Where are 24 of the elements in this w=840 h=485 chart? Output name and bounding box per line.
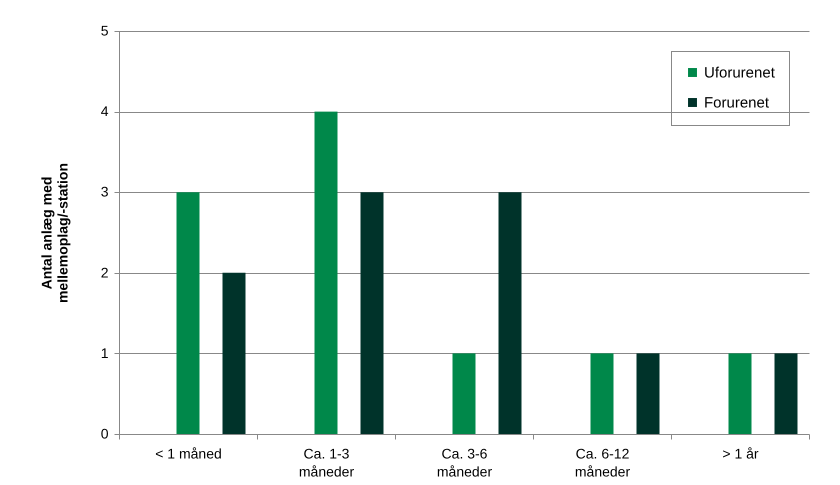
bar — [314, 112, 338, 434]
legend-label: Uforurenet — [704, 64, 776, 82]
bar — [728, 353, 752, 434]
y-tick-label: 4 — [100, 103, 109, 120]
y-axis-title: Antal anlæg med mellemoplag/-station — [38, 162, 71, 304]
x-tick-label: > 1 år — [722, 446, 759, 462]
legend-label: Forurenet — [704, 94, 770, 112]
bar — [360, 192, 384, 434]
x-tick-label: Ca. 6-12 måneder — [574, 446, 630, 480]
y-tick-label: 5 — [100, 22, 109, 38]
y-tick-label: 2 — [100, 264, 109, 280]
x-tick-label: Ca. 1-3 måneder — [298, 446, 354, 480]
bar — [590, 353, 614, 434]
bar — [176, 192, 200, 434]
x-tick-label: Ca. 3-6 måneder — [436, 446, 492, 480]
y-tick-label: 3 — [100, 184, 109, 200]
bar — [498, 192, 522, 434]
bar — [774, 353, 798, 434]
y-tick-label: 0 — [100, 426, 109, 442]
y-tick-label: 1 — [100, 344, 109, 361]
bar — [636, 353, 660, 434]
bar — [222, 272, 246, 434]
bar — [452, 353, 476, 434]
x-tick-label: < 1 måned — [155, 446, 222, 462]
